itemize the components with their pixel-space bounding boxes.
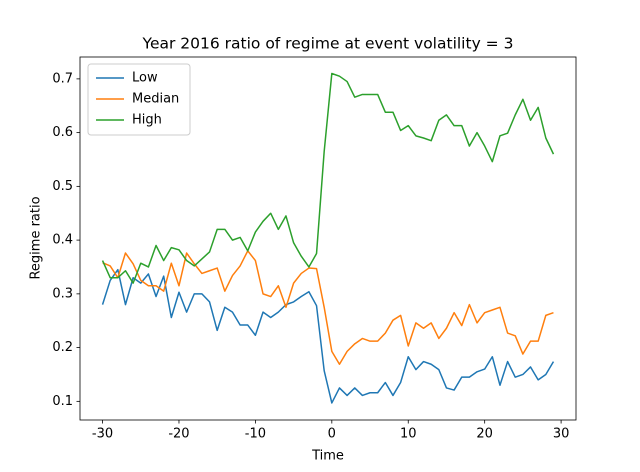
x-tick-label: 30 (553, 427, 570, 442)
x-tick-label: 0 (328, 427, 336, 442)
y-tick-label: 0.6 (52, 125, 73, 140)
legend-label: Low (132, 71, 158, 86)
y-tick-label: 0.5 (52, 179, 73, 194)
y-tick-label: 0.7 (52, 71, 73, 86)
legend-label: Median (132, 92, 179, 107)
x-tick-label: 20 (476, 427, 493, 442)
x-tick-label: -30 (92, 427, 113, 442)
legend-label: High (132, 113, 162, 128)
series-line (101, 72, 555, 284)
y-tick-label: 0.3 (52, 286, 73, 301)
x-tick-label: -10 (245, 427, 266, 442)
x-tick-label: 10 (400, 427, 417, 442)
series-line (102, 250, 554, 366)
y-tick-label: 0.2 (52, 340, 73, 355)
y-tick-label: 0.4 (52, 233, 73, 248)
y-axis-label: Regime ratio (29, 196, 44, 279)
chart-title: Year 2016 ratio of regime at event volat… (142, 35, 514, 53)
x-axis-label: Time (311, 449, 344, 464)
axes-frame (79, 56, 577, 421)
legend-box (87, 63, 191, 136)
series-line (101, 268, 555, 404)
y-tick-label: 0.1 (52, 394, 73, 409)
x-tick-label: -20 (168, 427, 189, 442)
